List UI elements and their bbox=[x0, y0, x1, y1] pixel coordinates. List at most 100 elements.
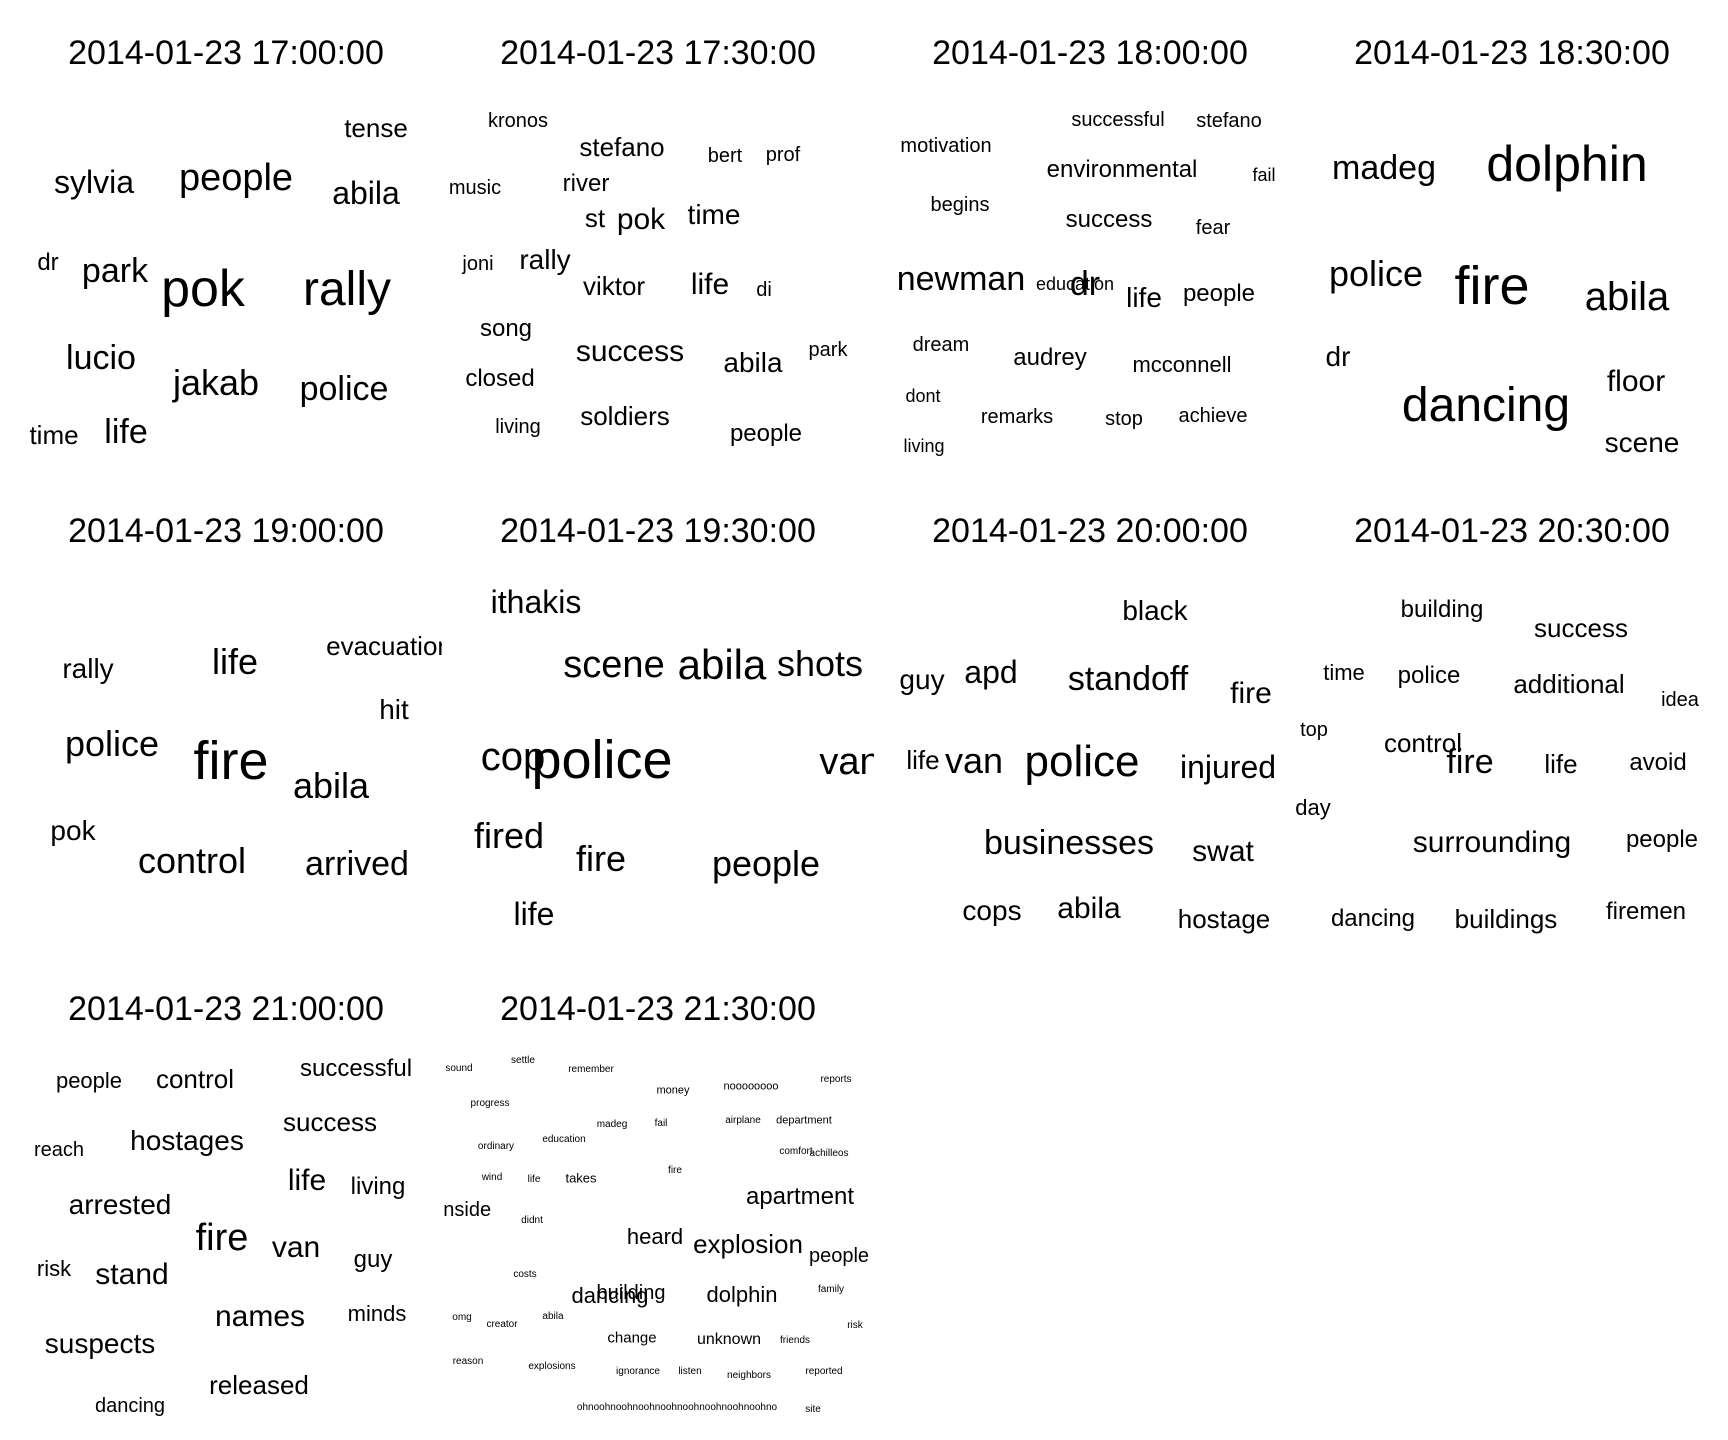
word-dr: dr bbox=[37, 249, 59, 276]
wordcloud-panel-9: 2014-01-23 21:00:00 people control success… bbox=[10, 956, 442, 1436]
word-pok: pok bbox=[50, 815, 96, 846]
word-life: life bbox=[527, 1174, 541, 1185]
wordcloud-panel-4: 2014-01-23 18:30:00 madeg dolphin police fi… bbox=[1296, 0, 1728, 480]
word-shots: shots bbox=[776, 643, 864, 684]
word-life: life bbox=[513, 896, 555, 932]
word-van: van bbox=[944, 740, 1004, 781]
word-abila: abila bbox=[1584, 275, 1670, 319]
word-dr: dr bbox=[1069, 265, 1101, 303]
word-education: education bbox=[1035, 274, 1115, 294]
panel-title: 2014-01-23 21:00:00 bbox=[68, 990, 384, 1028]
word-ignorance: ignorance bbox=[616, 1366, 660, 1377]
word-soldiers: soldiers bbox=[580, 401, 670, 431]
wordcloud-panel-2: 2014-01-23 17:30:00 kronos stefano bert pro… bbox=[442, 0, 874, 480]
word-airplane: airplane bbox=[725, 1115, 761, 1126]
word-life: life bbox=[104, 413, 148, 451]
word-people: people bbox=[1182, 280, 1256, 307]
word-police: police bbox=[64, 723, 160, 764]
word-living: living bbox=[495, 416, 541, 438]
word-remarks: remarks bbox=[980, 406, 1054, 428]
word-van: van bbox=[819, 741, 874, 783]
word-people: people bbox=[178, 157, 294, 199]
word-risk: risk bbox=[847, 1320, 863, 1331]
word-life: life bbox=[211, 641, 259, 682]
word-dolphin: dolphin bbox=[1486, 136, 1648, 192]
word-reason: reason bbox=[452, 1356, 484, 1367]
word-friends: friends bbox=[779, 1335, 811, 1346]
word-abila: abila bbox=[723, 347, 783, 378]
word-stefano: stefano bbox=[579, 132, 665, 162]
word-reports: reports bbox=[820, 1074, 852, 1085]
word-successful: successful bbox=[1071, 109, 1165, 131]
word-closed: closed bbox=[465, 365, 535, 392]
word-fail: fail bbox=[1252, 165, 1276, 185]
word-joni: joni bbox=[462, 253, 494, 275]
word-abila: abila bbox=[332, 175, 400, 211]
panel-title: 2014-01-23 21:30:00 bbox=[500, 990, 816, 1028]
panel-title: 2014-01-23 17:00:00 bbox=[68, 34, 384, 72]
word-explosions: explosions bbox=[528, 1361, 576, 1372]
word-black: black bbox=[1122, 595, 1188, 626]
word-site: site bbox=[805, 1404, 821, 1415]
word-fail: fail bbox=[654, 1118, 668, 1129]
word-fire: fire bbox=[1446, 743, 1494, 781]
word-life: life bbox=[690, 268, 730, 301]
word-stop: stop bbox=[1105, 408, 1143, 430]
word-cops: cops bbox=[962, 895, 1022, 926]
word-apartment: apartment bbox=[745, 1183, 855, 1210]
word-tense: tense bbox=[344, 113, 408, 143]
word-achilleos: achilleos bbox=[809, 1148, 849, 1159]
word-police: police bbox=[1024, 737, 1140, 786]
word-education: education bbox=[542, 1134, 586, 1145]
word-van: van bbox=[271, 1231, 321, 1264]
word-standoff: standoff bbox=[1067, 660, 1189, 698]
word-police: police bbox=[299, 370, 389, 408]
word-begins: begins bbox=[930, 194, 990, 216]
word-park: park bbox=[81, 252, 149, 290]
word-st: st bbox=[584, 203, 606, 233]
word-life: life bbox=[1544, 749, 1578, 779]
word-dream: dream bbox=[912, 334, 970, 356]
word-change: change bbox=[607, 1329, 657, 1347]
word-pok: pok bbox=[616, 203, 666, 236]
word-time: time bbox=[687, 199, 741, 230]
word-dont: dont bbox=[905, 386, 941, 406]
panel-title: 2014-01-23 20:00:00 bbox=[932, 512, 1248, 550]
word-time: time bbox=[29, 420, 79, 450]
word-heard: heard bbox=[626, 1224, 684, 1249]
word-audrey: audrey bbox=[1013, 344, 1087, 371]
word-dancing: dancing bbox=[94, 1395, 166, 1417]
word-remember: remember bbox=[568, 1064, 614, 1075]
word-dancing: dancing bbox=[1330, 905, 1416, 932]
word-ithakis: ithakis bbox=[490, 584, 582, 620]
word-madeg: madeg bbox=[596, 1119, 628, 1130]
word-sound: sound bbox=[445, 1063, 473, 1074]
word-fired: fired bbox=[473, 815, 545, 856]
word-fire: fire bbox=[195, 1217, 249, 1259]
word-fire: fire bbox=[1230, 677, 1272, 710]
word-apd: apd bbox=[964, 654, 1018, 690]
word-park: park bbox=[808, 339, 848, 361]
word-life: life bbox=[287, 1164, 327, 1197]
word-family: family bbox=[817, 1284, 845, 1295]
word-people: people bbox=[55, 1068, 123, 1093]
word-explosion: explosion bbox=[693, 1229, 803, 1259]
word-settle: settle bbox=[511, 1055, 535, 1066]
word-omg: omg bbox=[452, 1312, 472, 1323]
word-released: released bbox=[209, 1370, 309, 1400]
word-music: music bbox=[448, 177, 502, 199]
word-viktor: viktor bbox=[582, 271, 646, 301]
word-jakab: jakab bbox=[172, 362, 260, 403]
word-di: di bbox=[756, 279, 772, 301]
word-listen: listen bbox=[678, 1366, 702, 1377]
word-idea: idea bbox=[1661, 689, 1699, 711]
word-rally: rally bbox=[62, 653, 114, 684]
word-surrounding: surrounding bbox=[1412, 826, 1572, 859]
word-unknown: unknown bbox=[696, 1331, 762, 1348]
word-additional: additional bbox=[1513, 669, 1625, 699]
word-suspects: suspects bbox=[44, 1328, 156, 1359]
word-neighbors: neighbors bbox=[727, 1370, 771, 1381]
wordcloud-panel-6: 2014-01-23 19:30:00 ithakis scene abila sho… bbox=[442, 478, 874, 958]
word-dancing: dancing bbox=[1401, 379, 1571, 432]
word-song: song bbox=[479, 315, 533, 342]
